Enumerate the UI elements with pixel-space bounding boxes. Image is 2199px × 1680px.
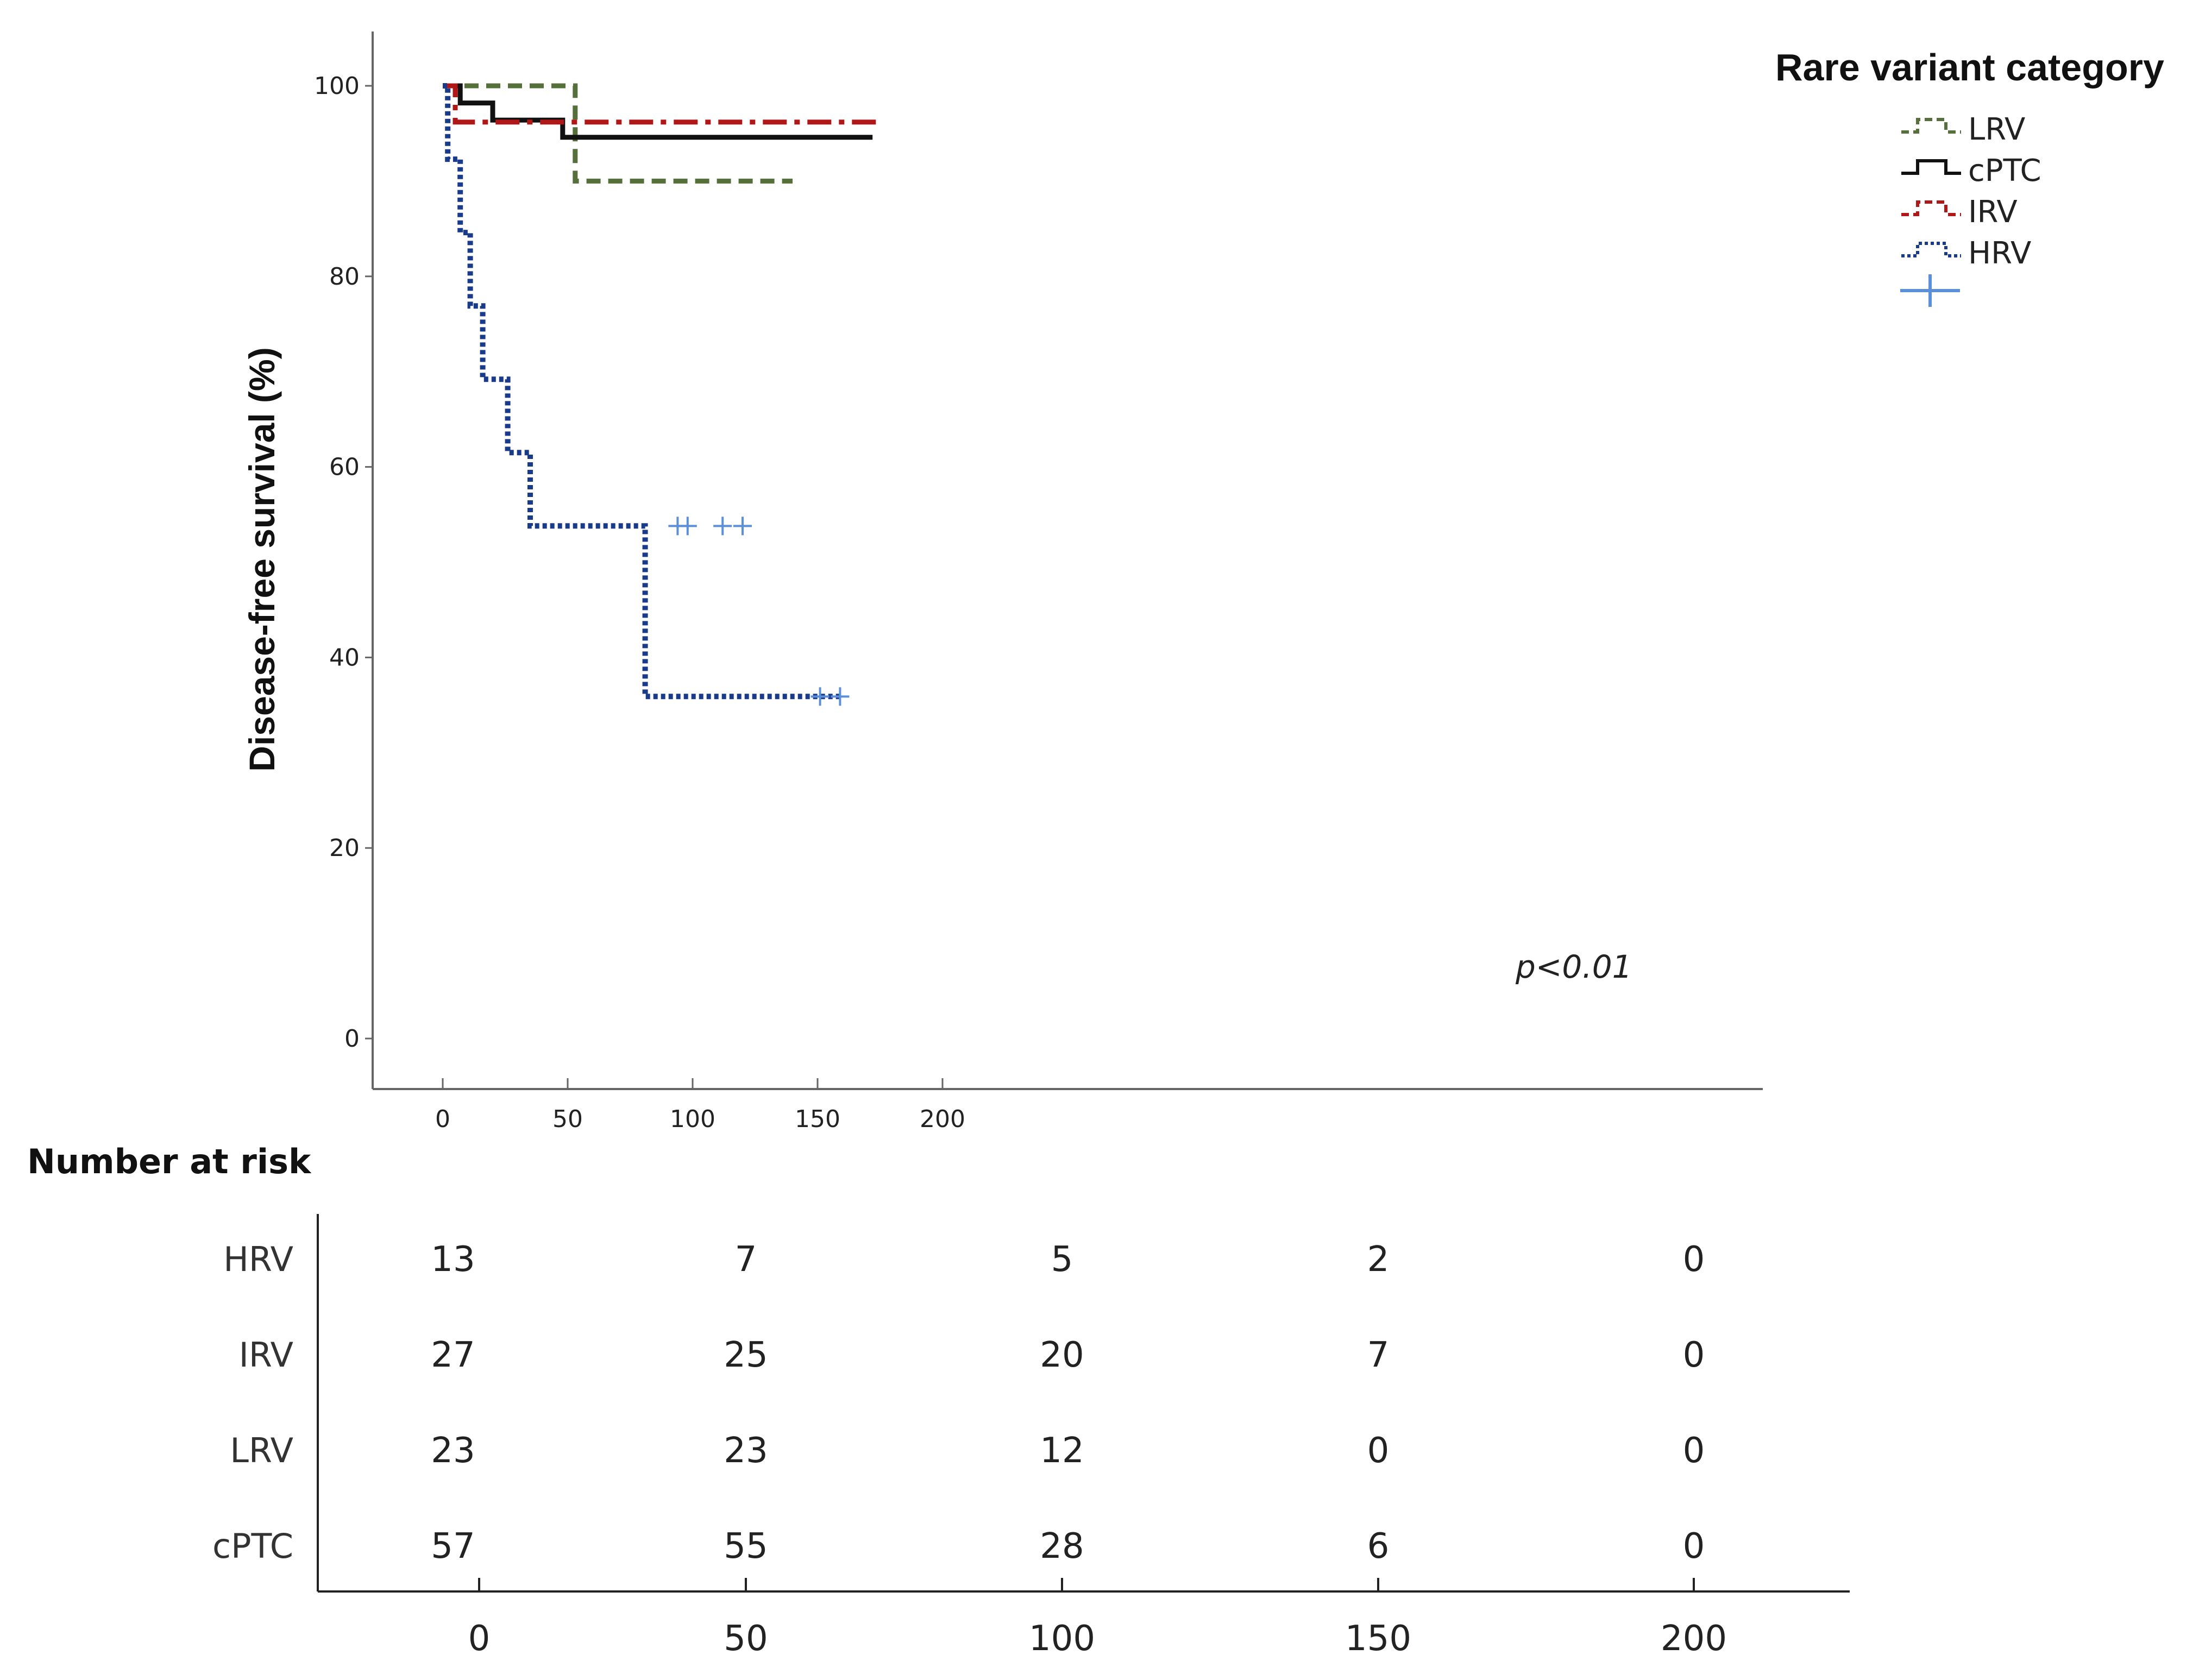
legend-censor-symbol <box>1900 274 1960 307</box>
curve-lrv <box>443 83 793 184</box>
km-plot: 0 20 40 60 80 100 0 50 100 150 200 Disease-free s… <box>242 32 1763 1133</box>
legend-items: LRV cPTC IRV HRV <box>1901 112 2041 271</box>
y-tick-label: 60 <box>329 454 360 481</box>
x-tick-label: 100 <box>670 1105 715 1133</box>
y-tick-label: 40 <box>329 644 360 671</box>
risk-value: 28 <box>1040 1526 1084 1566</box>
legend-swatch <box>1901 118 1961 134</box>
curve-irv <box>443 83 883 125</box>
x-tick-label: 0 <box>435 1105 450 1133</box>
legend-item-lrv: LRV <box>1901 112 2025 147</box>
survival-curves <box>443 83 883 700</box>
risk-row-label: IRV <box>239 1335 293 1375</box>
y-tick-label: 100 <box>314 72 360 100</box>
y-tick-label: 80 <box>329 263 360 291</box>
legend-label: LRV <box>1968 112 2025 147</box>
risk-value: 20 <box>1040 1335 1084 1375</box>
legend: Rare variant category LRV cPTC IRV HRV <box>1775 46 2164 307</box>
risk-value: 2 <box>1367 1239 1390 1280</box>
risk-x-tick-label: 100 <box>1029 1619 1095 1659</box>
risk-row-label: HRV <box>223 1239 293 1279</box>
x-tick-label: 200 <box>920 1105 965 1133</box>
curve-cptc <box>443 83 873 140</box>
risk-x-tick-label: 150 <box>1345 1619 1411 1659</box>
risk-row: IRV 27 25 20 7 0 <box>239 1335 1705 1375</box>
legend-swatch <box>1901 242 1961 257</box>
risk-value: 7 <box>735 1239 757 1280</box>
risk-value: 7 <box>1367 1335 1390 1375</box>
censor-markers <box>668 517 850 706</box>
legend-label: cPTC <box>1968 153 2041 188</box>
legend-item-hrv: HRV <box>1901 236 2031 271</box>
y-axis-label: Disease-free survival (%) <box>242 347 282 771</box>
risk-value: 0 <box>1367 1431 1390 1471</box>
y-tick-label: 0 <box>344 1025 360 1053</box>
risk-row-label: LRV <box>230 1431 293 1470</box>
legend-title: Rare variant category <box>1775 46 2164 89</box>
curve-hrv <box>443 83 843 700</box>
risk-value: 5 <box>1051 1239 1073 1280</box>
risk-row: HRV 13 7 5 2 0 <box>223 1239 1705 1280</box>
risk-value: 0 <box>1683 1431 1705 1471</box>
risk-x-tick-label: 50 <box>724 1619 768 1659</box>
legend-swatch <box>1901 200 1961 216</box>
legend-item-irv: IRV <box>1901 194 2018 230</box>
risk-value: 55 <box>724 1526 768 1566</box>
legend-label: IRV <box>1968 194 2018 230</box>
censor-marker <box>678 517 697 536</box>
censor-marker <box>831 687 850 706</box>
risk-row: cPTC 57 55 28 6 0 <box>212 1526 1705 1566</box>
risk-value: 13 <box>431 1239 475 1280</box>
risk-value: 57 <box>431 1526 475 1566</box>
risk-value: 0 <box>1683 1239 1705 1280</box>
risk-value: 27 <box>431 1335 475 1375</box>
risk-value: 25 <box>724 1335 768 1375</box>
x-tick-label: 50 <box>552 1105 583 1133</box>
censor-marker <box>713 517 732 536</box>
censor-marker <box>733 517 752 536</box>
risk-table-title: Number at risk <box>27 1142 312 1181</box>
risk-x-tick-label: 200 <box>1661 1619 1727 1659</box>
risk-x-ticks: 0 50 100 150 200 <box>468 1578 1727 1659</box>
risk-value: 12 <box>1040 1431 1084 1471</box>
y-tick-label: 20 <box>329 834 360 862</box>
risk-value: 23 <box>431 1431 475 1471</box>
p-value-annotation: p<0.01 <box>1515 948 1632 985</box>
risk-x-tick-label: 0 <box>468 1619 491 1659</box>
risk-value: 0 <box>1683 1335 1705 1375</box>
risk-value: 0 <box>1683 1526 1705 1566</box>
risk-row-label: cPTC <box>212 1526 293 1566</box>
censor-marker <box>811 687 830 706</box>
risk-value: 6 <box>1367 1526 1390 1566</box>
legend-label: HRV <box>1968 236 2031 271</box>
x-tick-label: 150 <box>795 1105 840 1133</box>
x-axis-ticks: 0 50 100 150 200 <box>435 1078 965 1133</box>
y-axis-ticks: 0 20 40 60 80 100 <box>314 72 373 1053</box>
risk-value: 23 <box>724 1431 768 1471</box>
legend-swatch <box>1901 159 1961 175</box>
risk-row: LRV 23 23 12 0 0 <box>230 1431 1705 1471</box>
legend-item-cptc: cPTC <box>1901 153 2041 188</box>
